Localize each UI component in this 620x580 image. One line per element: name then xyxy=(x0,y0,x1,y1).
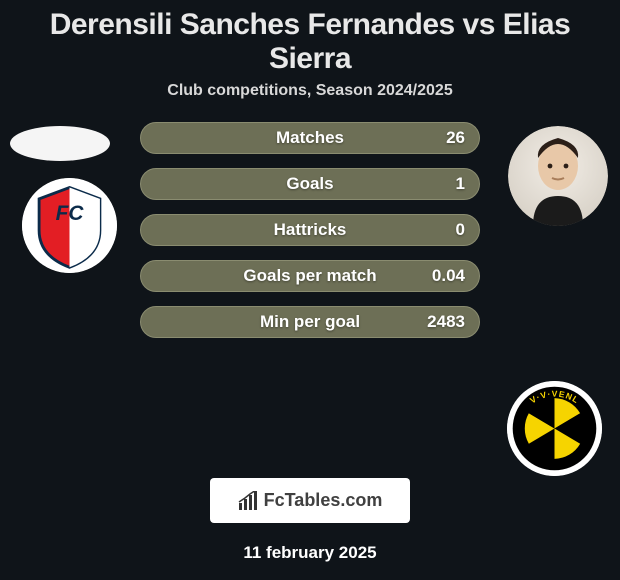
fc-text: FC xyxy=(56,202,85,225)
club-left-crest: FC xyxy=(22,178,117,273)
stat-label: Matches xyxy=(276,128,344,148)
brand-row: FcTables.com xyxy=(0,478,620,523)
date-text: 11 february 2025 xyxy=(0,543,620,563)
stat-value: 1 xyxy=(456,174,465,194)
stat-bar: Goals 1 xyxy=(140,168,480,200)
stat-label: Min per goal xyxy=(260,312,360,332)
bar-chart-icon xyxy=(238,491,258,511)
stat-value: 0.04 xyxy=(432,266,465,286)
stat-value: 2483 xyxy=(427,312,465,332)
stat-value: 0 xyxy=(456,220,465,240)
stat-label: Goals per match xyxy=(243,266,376,286)
stat-label: Goals xyxy=(286,174,333,194)
infographic-canvas: FC V·V·VENL Matches 26 Goals 1 Hattricks 0 Goa… xyxy=(0,118,620,478)
brand-box: FcTables.com xyxy=(210,478,411,523)
player-left-avatar xyxy=(10,126,110,161)
stat-label: Hattricks xyxy=(274,220,347,240)
stat-bar: Goals per match 0.04 xyxy=(140,260,480,292)
stat-bar: Hattricks 0 xyxy=(140,214,480,246)
stat-value: 26 xyxy=(446,128,465,148)
subtitle: Club competitions, Season 2024/2025 xyxy=(0,82,620,100)
player-right-avatar xyxy=(508,126,608,226)
stat-bar: Matches 26 xyxy=(140,122,480,154)
stat-bars: Matches 26 Goals 1 Hattricks 0 Goals per match… xyxy=(140,122,480,338)
club-right-crest: V·V·VENL xyxy=(507,381,602,476)
brand-text: FcTables.com xyxy=(264,490,383,511)
page-title: Derensili Sanches Fernandes vs Elias Sie… xyxy=(0,0,620,76)
stat-bar: Min per goal 2483 xyxy=(140,306,480,338)
